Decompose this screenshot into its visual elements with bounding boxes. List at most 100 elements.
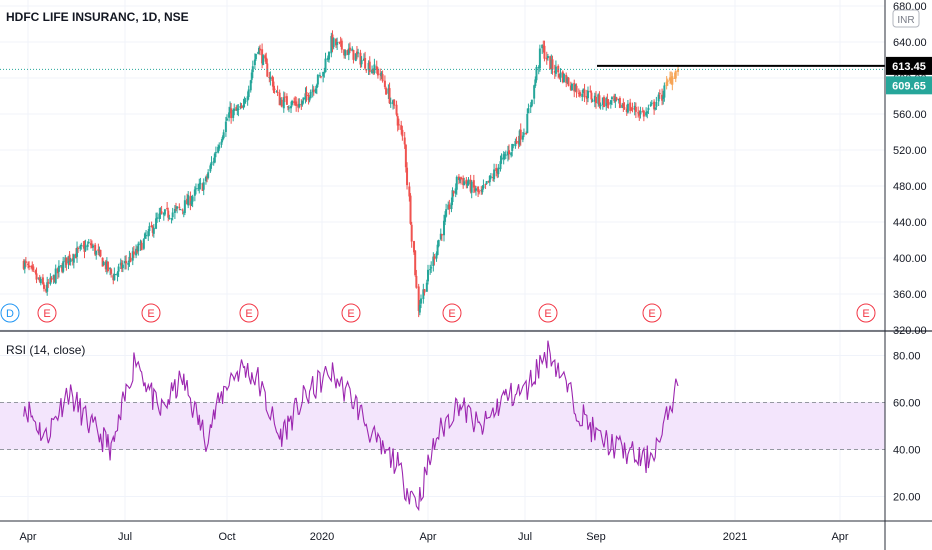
earnings-marker[interactable]: E <box>642 303 662 323</box>
candle-body <box>654 107 657 110</box>
time-tick-label: Jul <box>518 531 532 543</box>
earnings-marker[interactable]: E <box>341 303 361 323</box>
candle-body <box>625 108 628 112</box>
candle-body <box>430 267 433 269</box>
candle-body <box>218 145 221 149</box>
candle-body <box>518 130 521 145</box>
candle-body <box>565 74 568 83</box>
candle-body <box>630 109 633 111</box>
candle-body <box>585 95 588 99</box>
candle-body <box>117 266 120 272</box>
event-marker-label: E <box>544 308 551 320</box>
candle-body <box>436 244 439 255</box>
event-marker-circle[interactable] <box>442 303 462 323</box>
candle-body <box>60 265 63 267</box>
candle-body <box>347 48 350 55</box>
candle-body <box>57 265 60 272</box>
candle-body <box>448 204 451 210</box>
candle-body <box>311 89 314 93</box>
candle-body <box>385 88 388 95</box>
candle-body <box>597 94 600 104</box>
candle-body <box>309 91 312 99</box>
candle-body <box>229 107 232 114</box>
rsi-polyline <box>23 340 679 512</box>
candle-body <box>128 256 131 262</box>
candle-body <box>243 100 246 104</box>
event-marker-circle[interactable] <box>341 303 361 323</box>
candle-body <box>67 256 70 264</box>
earnings-marker[interactable]: E <box>442 303 462 323</box>
candle-body <box>239 106 242 108</box>
candle-body <box>302 97 305 101</box>
candle-body <box>95 250 98 255</box>
candle-body <box>170 218 173 220</box>
candle-body <box>553 71 556 73</box>
candle-body <box>657 94 660 102</box>
candle-body <box>179 209 182 211</box>
candle-body <box>427 269 429 282</box>
candle-body <box>549 56 552 70</box>
candle-body <box>577 92 580 94</box>
candle-body <box>266 63 269 77</box>
currency-badge[interactable] <box>892 9 920 28</box>
earnings-marker[interactable]: E <box>856 303 876 323</box>
candle-body <box>226 118 228 121</box>
candle-body <box>614 97 617 102</box>
candle-body <box>480 189 483 192</box>
candle-body <box>315 84 318 89</box>
candle-body <box>637 112 640 114</box>
candle-body <box>264 55 267 59</box>
candle-body <box>89 243 92 246</box>
candle-body <box>47 282 50 284</box>
candle-body <box>515 141 518 143</box>
candle-body <box>589 90 592 92</box>
candle-body <box>496 169 499 174</box>
candle-body <box>32 266 35 270</box>
candle-body <box>319 76 322 78</box>
earnings-marker[interactable]: E <box>239 303 259 323</box>
event-marker-circle[interactable] <box>0 303 20 323</box>
event-marker-circle[interactable] <box>239 303 259 323</box>
event-marker-circle[interactable] <box>856 303 876 323</box>
earnings-marker[interactable]: E <box>37 303 57 323</box>
candle-body <box>634 106 637 112</box>
candle-body <box>395 104 398 115</box>
time-tick-label: Oct <box>218 531 235 543</box>
candle-body <box>214 152 217 154</box>
event-marker-circle[interactable] <box>141 303 161 323</box>
candle-body <box>622 103 625 107</box>
candle-body <box>271 76 274 82</box>
candle-body <box>493 169 496 180</box>
candle-body <box>609 100 612 105</box>
candle-body <box>541 44 544 49</box>
candle-body <box>463 181 466 186</box>
candle-body <box>168 217 171 219</box>
candle-body <box>156 217 159 219</box>
candle-body <box>39 278 42 284</box>
event-marker-circle[interactable] <box>538 303 558 323</box>
earnings-marker[interactable]: E <box>538 303 558 323</box>
candle-body <box>469 179 472 192</box>
candle-body <box>674 70 677 79</box>
candle-body <box>167 210 170 218</box>
candle-body <box>236 108 239 111</box>
event-marker-circle[interactable] <box>642 303 662 323</box>
candle-body <box>432 256 435 267</box>
candle-body <box>233 108 236 111</box>
candle-body <box>414 250 417 276</box>
candle-body <box>439 233 442 240</box>
candle-body <box>74 253 77 259</box>
candle-body <box>259 48 262 51</box>
candle-body <box>222 132 225 139</box>
candle-body <box>127 262 130 265</box>
dividend-marker[interactable]: D <box>0 303 20 323</box>
candle-body <box>207 172 210 178</box>
currency-label: INR <box>897 15 914 26</box>
candle-body <box>566 78 569 83</box>
event-marker-circle[interactable] <box>37 303 57 323</box>
time-tick-label: Apr <box>831 531 848 543</box>
candle-body <box>646 111 649 113</box>
earnings-marker[interactable]: E <box>141 303 161 323</box>
